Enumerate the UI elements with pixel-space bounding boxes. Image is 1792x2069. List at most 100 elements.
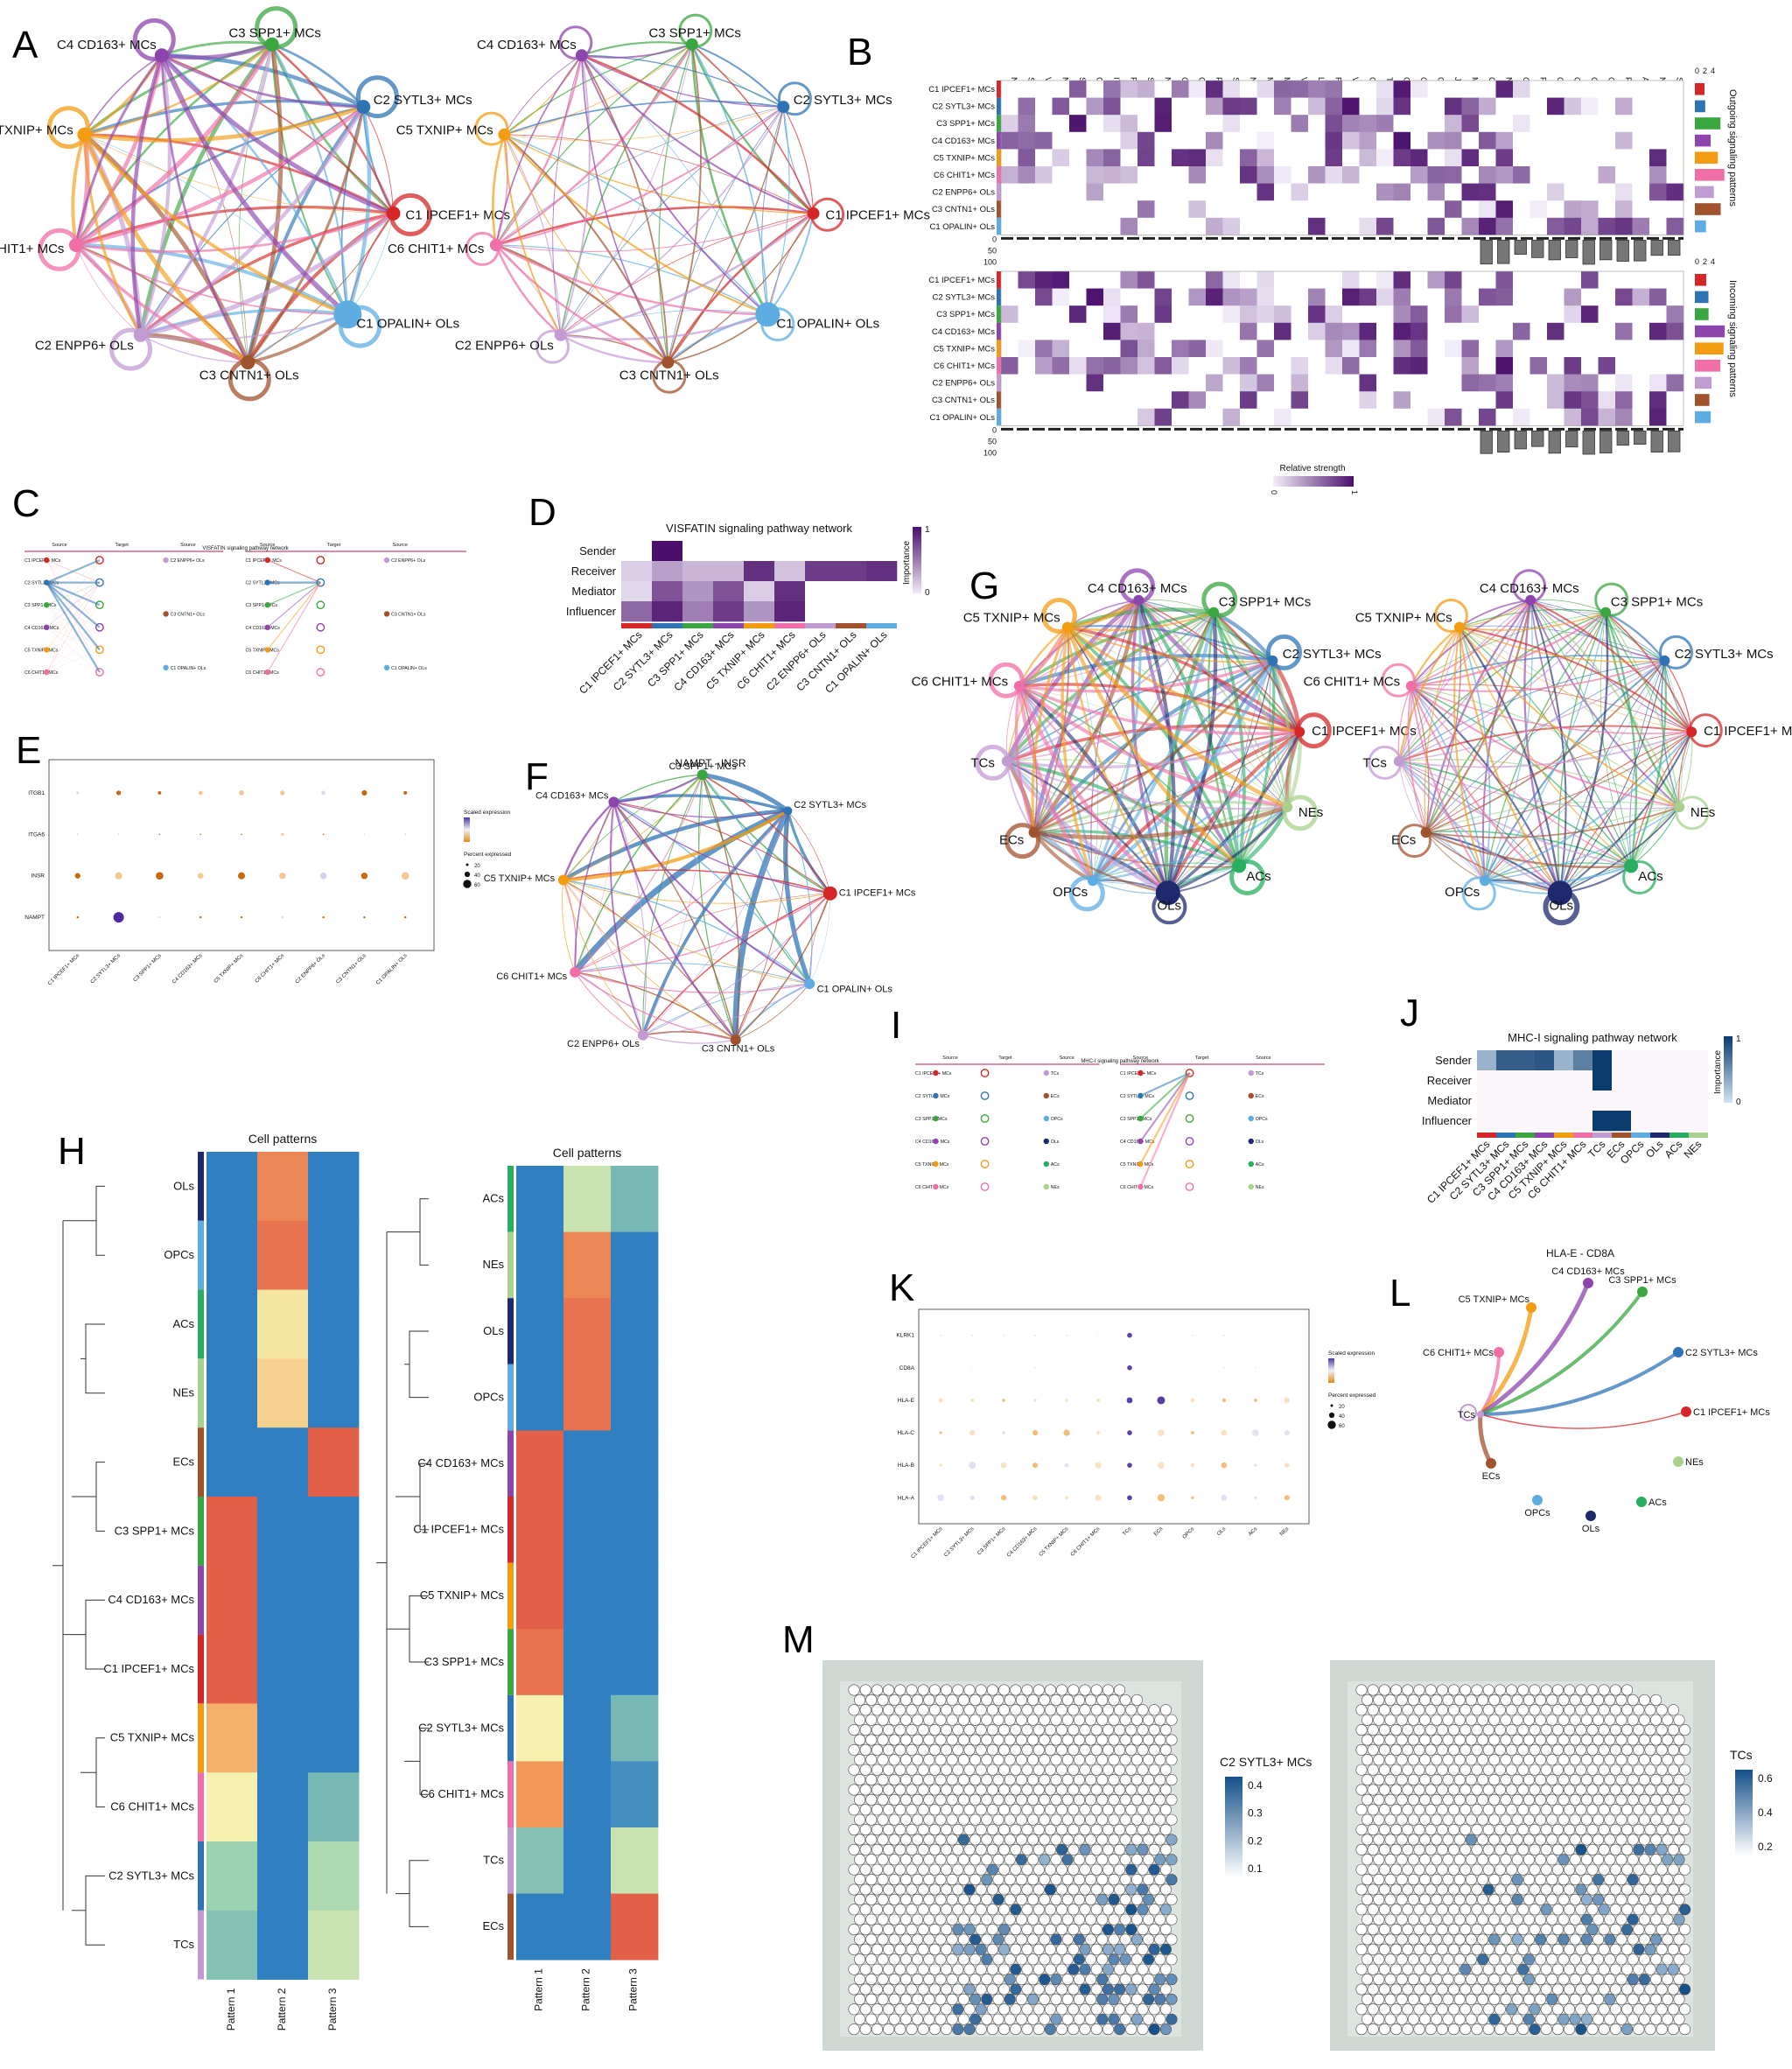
m-left-spot bbox=[859, 1764, 872, 1776]
i-out-node-nes bbox=[1248, 1183, 1254, 1190]
a-right-edge-c2-sytl3-mcs-to-c6-chit1-mcs bbox=[495, 106, 784, 246]
m-left-spot bbox=[981, 2013, 993, 2025]
b-out-cell bbox=[1376, 149, 1394, 167]
m-right-spot bbox=[1638, 1813, 1650, 1826]
k-dot bbox=[1254, 1463, 1257, 1467]
b-out-cell bbox=[1342, 131, 1360, 150]
m-right-spot bbox=[1460, 1963, 1472, 1975]
m-left-spot bbox=[854, 1913, 866, 1925]
m-left-spot bbox=[1096, 1974, 1109, 1986]
b-out-cell bbox=[1393, 200, 1411, 219]
m-right-spot bbox=[1598, 1963, 1610, 1975]
m-left-spot bbox=[865, 1714, 878, 1726]
m-left-spot bbox=[970, 1893, 982, 1905]
b-in-cell bbox=[1479, 288, 1496, 306]
a-left-edge-c6-chit1-mcs-to-c3-cntn1-ols bbox=[74, 243, 248, 364]
m-right-spot bbox=[1355, 1784, 1368, 1796]
m-left-spot bbox=[1166, 1893, 1178, 1905]
b-out-cell bbox=[1240, 166, 1257, 184]
b-in-cell bbox=[1479, 340, 1496, 358]
b-out-cell bbox=[1274, 183, 1292, 201]
m-right-spot bbox=[1522, 1974, 1535, 1986]
k-legend-scaled: Scaled expression bbox=[1328, 1350, 1375, 1357]
m-right-spot bbox=[1431, 1933, 1443, 1946]
f-label-c3-cntn1-ols: C3 CNTN1+ OLs bbox=[702, 1044, 775, 1055]
m-left-spot bbox=[998, 1863, 1011, 1876]
m-left-spot bbox=[963, 2023, 976, 2036]
f-label-c1-ipcef1-mcs: C1 IPCEF1+ MCs bbox=[839, 887, 916, 898]
m-right-spot bbox=[1367, 1804, 1379, 1816]
m-left-spot bbox=[1061, 1834, 1074, 1846]
m-left-spot bbox=[1166, 1993, 1178, 2005]
m-right-spot bbox=[1609, 1943, 1621, 1955]
h-right-cell bbox=[516, 1761, 564, 1828]
m-right-spot bbox=[1407, 1874, 1419, 1886]
m-right-spot bbox=[1413, 1704, 1425, 1716]
b-out-cell bbox=[1172, 166, 1189, 184]
m-left-spot bbox=[1061, 1854, 1074, 1866]
m-right-spot bbox=[1494, 2023, 1506, 2036]
m-right-spot bbox=[1546, 1734, 1558, 1746]
g-right-label-opcs: OPCs bbox=[1445, 885, 1480, 900]
m-left-spot bbox=[1119, 1874, 1131, 1886]
k-dot bbox=[1033, 1399, 1037, 1402]
m-right-spot bbox=[1488, 1694, 1501, 1706]
m-right-spot bbox=[1471, 1704, 1483, 1716]
m-left-spot bbox=[888, 1754, 900, 1766]
m-right-spot bbox=[1517, 1904, 1530, 1916]
m-left-spot bbox=[1073, 1993, 1085, 2005]
m-right-spot bbox=[1604, 1694, 1616, 1706]
m-right-spot bbox=[1407, 1694, 1419, 1706]
m-right-spot bbox=[1615, 1714, 1628, 1726]
a-right-edge-c2-enpp6-ols-to-c3-cntn1-ols bbox=[560, 333, 668, 364]
m-right-spot bbox=[1598, 1724, 1610, 1736]
m-right-spot bbox=[1529, 1843, 1541, 1855]
m-left-spot bbox=[917, 2023, 929, 2036]
m-left-spot bbox=[981, 1734, 993, 1746]
m-left-spot bbox=[859, 1684, 872, 1696]
m-right-spot bbox=[1448, 1963, 1460, 1975]
m-left-spot bbox=[865, 1754, 878, 1766]
m-left-spot bbox=[1102, 1724, 1114, 1736]
m-left-spot bbox=[1154, 1913, 1166, 1925]
a-right-edge-c2-enpp6-ols-to-c3-spp1-mcs bbox=[560, 44, 693, 336]
m-right-spot bbox=[1569, 1734, 1581, 1746]
b-legend-bar bbox=[1273, 476, 1354, 487]
m-right-spot bbox=[1627, 1893, 1639, 1905]
b-in-cell bbox=[1018, 322, 1036, 340]
m-right-spot bbox=[1511, 1854, 1523, 1866]
m-right-spot bbox=[1436, 2023, 1448, 2036]
b-out-bar bbox=[1531, 239, 1544, 258]
m-right-spot bbox=[1551, 1824, 1564, 1836]
m-left-spot bbox=[1114, 1863, 1126, 1876]
m-left-spot bbox=[1032, 1704, 1045, 1716]
h-left-cell bbox=[308, 1565, 360, 1635]
e-gene-nampt: NAMPT bbox=[24, 915, 45, 921]
j-cell bbox=[1650, 1091, 1670, 1112]
b-out-cell bbox=[1138, 97, 1155, 116]
b-out-cell bbox=[1461, 115, 1480, 133]
m-right-spot bbox=[1580, 1734, 1592, 1746]
b-out-cell bbox=[1461, 183, 1480, 201]
m-left-spot bbox=[975, 1943, 987, 1955]
m-left-spot bbox=[871, 1883, 883, 1896]
b-in-cell bbox=[1615, 271, 1633, 289]
m-right-spot bbox=[1355, 1684, 1368, 1696]
m-right-spot bbox=[1656, 1824, 1668, 1836]
e-dot bbox=[363, 833, 366, 836]
b-in-cell bbox=[1325, 305, 1343, 324]
c-edge bbox=[46, 558, 101, 584]
m-left-spot bbox=[871, 1843, 883, 1855]
b-in-cell bbox=[1564, 340, 1582, 358]
m-right-spot bbox=[1673, 2013, 1685, 2025]
m-left-spot bbox=[877, 1974, 889, 1986]
g-left-edge-ols-to-c6-chit1-mcs bbox=[1018, 684, 1170, 894]
g-left-edge-ecs-to-c2-sytl3-mcs bbox=[1033, 659, 1274, 834]
i-out-label-ols: OLs bbox=[1051, 1140, 1060, 1145]
m-right-spot bbox=[1529, 1824, 1541, 1836]
b-in-cell bbox=[1461, 374, 1480, 392]
a-left-label-c3-spp1-mcs: C3 SPP1+ MCs bbox=[228, 25, 320, 40]
m-right-spot bbox=[1575, 1843, 1587, 1855]
b-out-cell bbox=[1222, 217, 1241, 235]
m-left-spot bbox=[923, 1974, 935, 1986]
